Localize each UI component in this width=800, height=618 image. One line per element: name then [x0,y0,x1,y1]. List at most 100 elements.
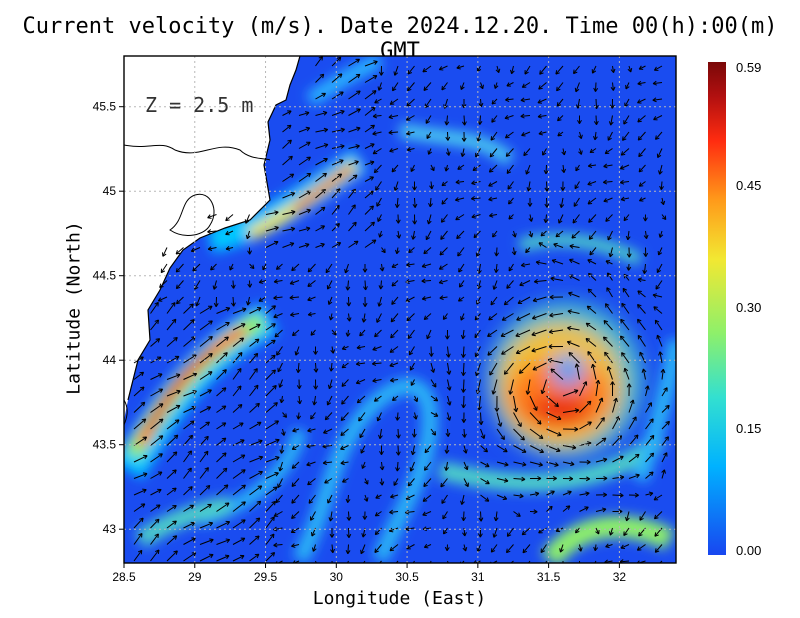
velocity-arrow-head [638,531,643,537]
velocity-arrow-head [555,70,560,75]
velocity-arrow-head [585,491,590,497]
velocity-arrow-head [139,371,145,377]
velocity-arrow [637,544,646,551]
velocity-arrow-head [521,448,527,453]
velocity-arrow [262,263,267,271]
velocity-arrow [428,148,432,155]
velocity-arrow-head [291,209,296,215]
velocity-arrow [480,494,490,502]
velocity-arrow-head [440,482,445,488]
velocity-arrow-head [587,288,593,294]
velocity-arrow-head [241,519,246,524]
velocity-arrow-head [174,355,180,361]
velocity-arrow [249,353,259,364]
velocity-arrow [441,82,448,91]
velocity-arrow-head [208,305,213,310]
velocity-arrow-head [410,167,415,172]
velocity-arrow-head [355,379,361,385]
velocity-arrow-head [446,416,452,421]
velocity-arrow-head [515,332,520,338]
velocity-arrow-head [595,379,601,385]
velocity-arrow-head [567,309,572,315]
velocity-arrow-head [457,297,463,302]
velocity-arrow-head [311,532,316,537]
velocity-arrow-head [656,334,661,340]
velocity-arrow-head [620,318,625,324]
velocity-arrow-head [598,397,604,402]
velocity-arrow [480,445,488,453]
velocity-arrow [539,65,547,75]
velocity-arrow [414,197,416,208]
y-tick-label: 44 [103,353,117,367]
velocity-arrow [408,247,415,254]
velocity-arrow [447,560,449,563]
velocity-arrow-head [381,248,386,254]
velocity-arrow [562,445,576,449]
velocity-arrow-head [524,70,529,75]
velocity-arrow-head [607,136,612,141]
velocity-arrow [568,292,580,298]
velocity-arrow-head [406,316,412,322]
velocity-arrow-head [444,335,450,340]
velocity-arrow-head [173,434,179,440]
velocity-arrow [150,319,159,331]
velocity-arrow-head [478,102,484,108]
velocity-arrow-head [637,99,642,104]
velocity-arrow [199,406,211,413]
velocity-arrow-head [432,383,437,388]
velocity-arrow-head [569,258,574,264]
velocity-arrow-head [156,504,161,509]
velocity-arrow-head [603,163,608,169]
velocity-arrow [525,247,531,253]
velocity-arrow-head [275,456,280,461]
velocity-arrow [637,304,646,314]
velocity-arrow-head [663,387,668,392]
velocity-arrow-head [423,249,428,255]
velocity-arrow-head [441,499,446,504]
velocity-arrow [562,409,579,413]
velocity-arrow-head [192,266,197,272]
velocity-arrow-head [159,283,164,288]
velocity-arrow [348,160,359,166]
velocity-arrow [477,544,481,552]
velocity-arrow-head [241,484,246,489]
velocity-arrow-head [525,170,530,175]
velocity-arrow-head [172,469,177,474]
velocity-arrow-head [213,302,219,308]
velocity-arrow [372,379,382,382]
velocity-arrow-head [280,431,286,436]
velocity-arrow [659,351,663,364]
velocity-arrow-head [158,435,164,440]
velocity-arrow-head [593,546,599,552]
velocity-arrow-head [339,91,344,96]
velocity-arrow [588,273,597,281]
velocity-arrow [298,127,310,133]
velocity-arrow-head [665,404,670,410]
velocity-arrow [265,241,279,248]
velocity-arrow [652,294,663,298]
velocity-arrow [520,115,531,117]
velocity-arrow-head [456,234,461,240]
velocity-arrow-head [422,526,427,532]
velocity-arrow [579,492,590,496]
velocity-arrow-head [412,220,418,225]
velocity-arrow [447,148,450,156]
velocity-arrow [282,139,292,149]
velocity-arrow-head [409,366,415,371]
velocity-arrow-head [571,444,577,450]
velocity-arrow-head [406,545,411,550]
velocity-arrow [364,106,376,116]
velocity-arrow [225,230,234,235]
velocity-arrow-head [478,517,484,522]
velocity-arrow-head [540,548,545,553]
velocity-arrow-head [221,422,227,427]
velocity-arrow-head [652,293,658,298]
velocity-arrow-head [461,433,467,438]
velocity-arrow-head [208,353,213,358]
velocity-arrow-head [375,186,380,191]
velocity-arrow [653,494,663,501]
velocity-arrow [133,489,147,496]
velocity-arrow [315,206,326,215]
velocity-arrow-head [225,216,230,222]
velocity-arrow [391,280,399,287]
